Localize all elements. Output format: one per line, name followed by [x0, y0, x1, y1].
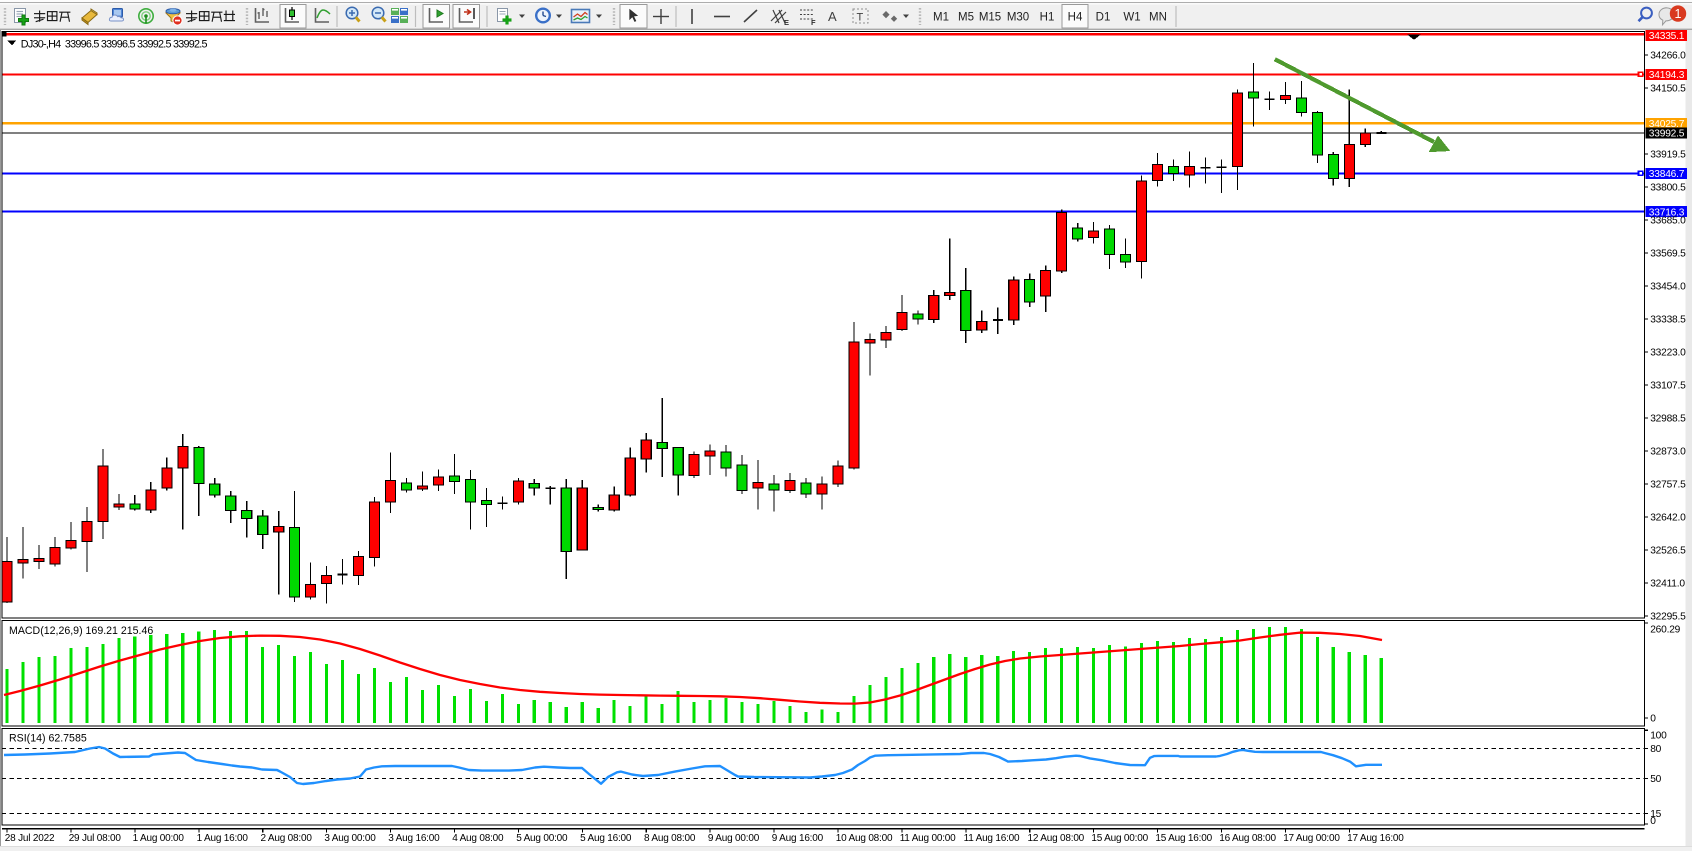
svg-text:T: T	[857, 12, 864, 24]
svg-text:32295.5: 32295.5	[1650, 612, 1686, 623]
svg-text:32757.5: 32757.5	[1650, 480, 1686, 491]
svg-text:33716.3: 33716.3	[1649, 207, 1685, 218]
svg-text:33992.5: 33992.5	[1649, 129, 1685, 140]
svg-text:33569.5: 33569.5	[1650, 249, 1686, 260]
svg-text:33919.5: 33919.5	[1650, 150, 1686, 161]
svg-text:11 Aug 16:00: 11 Aug 16:00	[964, 833, 1020, 844]
svg-text:5 Aug 00:00: 5 Aug 00:00	[516, 833, 568, 844]
svg-text:8 Aug 08:00: 8 Aug 08:00	[644, 833, 696, 844]
svg-text:34194.3: 34194.3	[1649, 70, 1685, 81]
svg-text:100: 100	[1650, 731, 1667, 742]
svg-text:260.29: 260.29	[1650, 624, 1680, 635]
svg-text:9 Aug 00:00: 9 Aug 00:00	[708, 833, 760, 844]
svg-text:32642.0: 32642.0	[1650, 513, 1686, 524]
svg-text:1: 1	[1675, 7, 1682, 21]
svg-text:0: 0	[1650, 816, 1656, 827]
svg-text:5 Aug 16:00: 5 Aug 16:00	[580, 833, 632, 844]
svg-text:3 Aug 16:00: 3 Aug 16:00	[388, 833, 440, 844]
svg-text:15 Aug 16:00: 15 Aug 16:00	[1155, 833, 1212, 844]
svg-text:RSI(14) 62.7585: RSI(14) 62.7585	[9, 732, 87, 744]
svg-text:17 Aug 00:00: 17 Aug 00:00	[1283, 833, 1340, 844]
svg-text:H4: H4	[1068, 12, 1083, 24]
svg-text:33800.5: 33800.5	[1650, 183, 1686, 194]
svg-text:M5: M5	[958, 12, 974, 24]
svg-text:16 Aug 08:00: 16 Aug 08:00	[1219, 833, 1276, 844]
svg-text:80: 80	[1650, 744, 1661, 755]
svg-text:F: F	[811, 18, 816, 27]
svg-text:34335.1: 34335.1	[1649, 31, 1685, 42]
svg-text:D1: D1	[1096, 12, 1111, 24]
svg-text:2 Aug 08:00: 2 Aug 08:00	[261, 833, 313, 844]
svg-text:32873.0: 32873.0	[1650, 447, 1686, 458]
svg-text:0: 0	[1650, 714, 1656, 725]
svg-text:4 Aug 08:00: 4 Aug 08:00	[452, 833, 504, 844]
svg-text:34266.0: 34266.0	[1650, 51, 1686, 62]
svg-text:33685.0: 33685.0	[1650, 216, 1686, 227]
svg-text:11 Aug 00:00: 11 Aug 00:00	[900, 833, 956, 844]
svg-text:29 Jul 08:00: 29 Jul 08:00	[69, 833, 122, 844]
svg-text:28 Jul 2022: 28 Jul 2022	[5, 833, 55, 844]
svg-text:10 Aug 08:00: 10 Aug 08:00	[836, 833, 893, 844]
svg-text:12 Aug 08:00: 12 Aug 08:00	[1028, 833, 1085, 844]
svg-text:17 Aug 16:00: 17 Aug 16:00	[1347, 833, 1404, 844]
svg-text:34025.7: 34025.7	[1649, 119, 1685, 130]
svg-text:32988.5: 32988.5	[1650, 414, 1686, 425]
svg-text:50: 50	[1650, 774, 1661, 785]
svg-text:33454.0: 33454.0	[1650, 282, 1686, 293]
svg-text:32411.0: 32411.0	[1650, 579, 1685, 590]
svg-text:M1: M1	[933, 12, 949, 24]
svg-text:E: E	[784, 18, 789, 27]
svg-text:MN: MN	[1149, 12, 1167, 24]
svg-text:15: 15	[1650, 809, 1661, 820]
svg-text:34150.5: 34150.5	[1650, 84, 1686, 95]
svg-text:33338.5: 33338.5	[1650, 315, 1686, 326]
svg-text:1 Aug 00:00: 1 Aug 00:00	[133, 833, 185, 844]
svg-text:15 Aug 00:00: 15 Aug 00:00	[1091, 833, 1148, 844]
svg-text:A: A	[828, 9, 837, 24]
svg-text:9 Aug 16:00: 9 Aug 16:00	[772, 833, 824, 844]
svg-text:M15: M15	[979, 12, 1001, 24]
svg-text:DJ30-,H4 33996.5 33996.5 3399: DJ30-,H4 33996.5 33996.5 33992.5 33992.5	[21, 38, 208, 50]
svg-text:33846.7: 33846.7	[1649, 169, 1685, 180]
svg-text:33107.5: 33107.5	[1650, 381, 1686, 392]
svg-text:33223.0: 33223.0	[1650, 348, 1686, 359]
svg-text:M30: M30	[1007, 12, 1029, 24]
svg-text:W1: W1	[1123, 12, 1140, 24]
svg-text:H1: H1	[1040, 12, 1055, 24]
svg-text:MACD(12,26,9) 169.21 215.46: MACD(12,26,9) 169.21 215.46	[9, 625, 153, 637]
svg-text:1 Aug 16:00: 1 Aug 16:00	[197, 833, 249, 844]
svg-text:3 Aug 00:00: 3 Aug 00:00	[324, 833, 376, 844]
svg-text:32526.5: 32526.5	[1650, 546, 1686, 557]
